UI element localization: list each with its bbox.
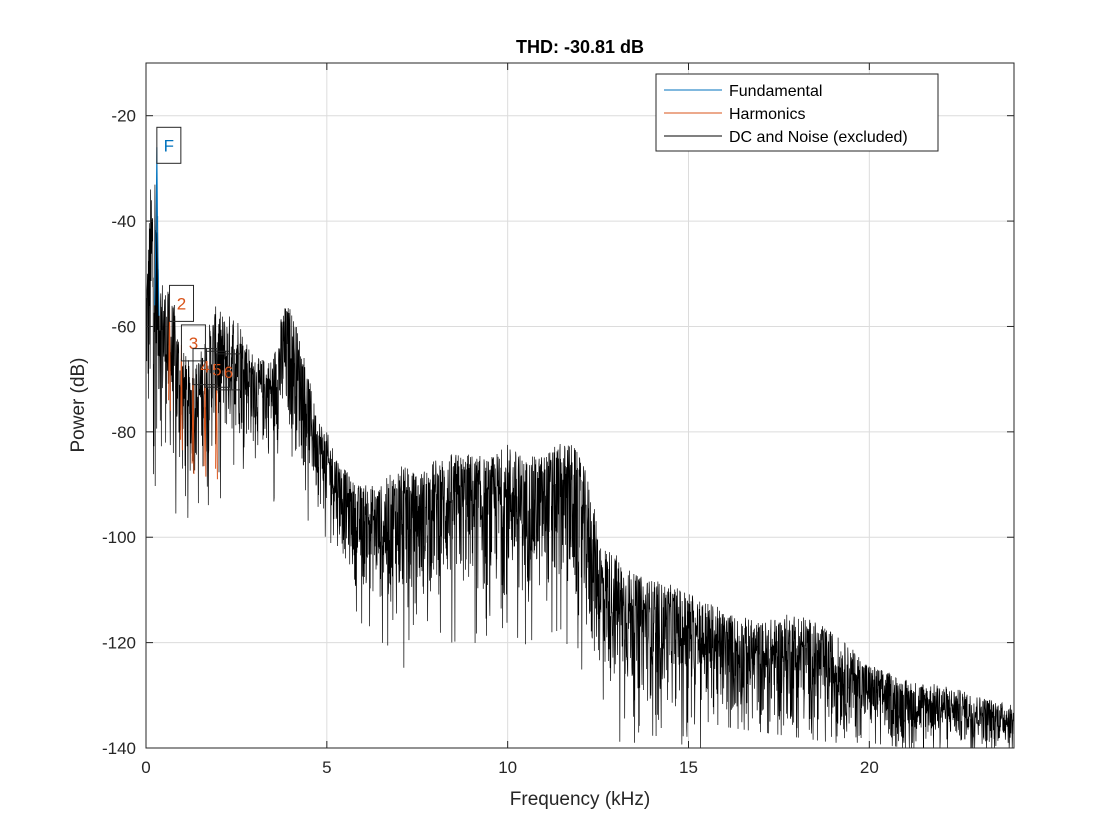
harmonic-marker-6-box	[216, 353, 242, 391]
y-axis-ticks: -140 -120 -100 -80 -60 -40 -20	[102, 107, 1014, 758]
y-tick-label: -120	[102, 634, 136, 653]
axes-box	[145, 62, 1015, 749]
legend: Fundamental Harmonics DC and Noise (excl…	[655, 73, 939, 152]
chart-title: THD: -30.81 dB	[516, 37, 644, 57]
x-axis-ticks: 0 5 10 15 20	[141, 63, 879, 777]
legend-label-dc-noise: DC and Noise (excluded)	[729, 129, 908, 146]
x-tick-label: 10	[498, 758, 517, 777]
y-tick-label: -40	[111, 212, 136, 231]
y-axis-label: Power (dB)	[68, 357, 89, 452]
y-tick-label: -60	[111, 317, 136, 336]
harmonic-marker-3-label: 3	[189, 334, 198, 353]
y-tick-label: -140	[102, 739, 136, 758]
grid-lines	[146, 63, 1014, 748]
noise-trace	[145, 184, 1015, 749]
legend-label-fundamental: Fundamental	[729, 83, 822, 100]
x-tick-label: 15	[679, 758, 698, 777]
x-tick-label: 0	[141, 758, 150, 777]
fundamental-marker-label: F	[164, 136, 174, 155]
x-tick-label: 5	[322, 758, 331, 777]
x-axis-label: Frequency (kHz)	[510, 789, 650, 810]
x-tick-label: 20	[860, 758, 879, 777]
harmonic-marker-2-label: 2	[177, 294, 186, 313]
y-tick-label: -20	[111, 107, 136, 126]
legend-label-harmonics: Harmonics	[729, 106, 805, 123]
series-dc-and-noise	[145, 184, 1015, 749]
fundamental-marker-box	[156, 126, 182, 164]
y-tick-label: -100	[102, 528, 136, 547]
harmonic-marker-6-label: 6	[224, 363, 233, 382]
harmonic-marker-2-box	[169, 284, 195, 322]
y-tick-label: -80	[111, 423, 136, 442]
